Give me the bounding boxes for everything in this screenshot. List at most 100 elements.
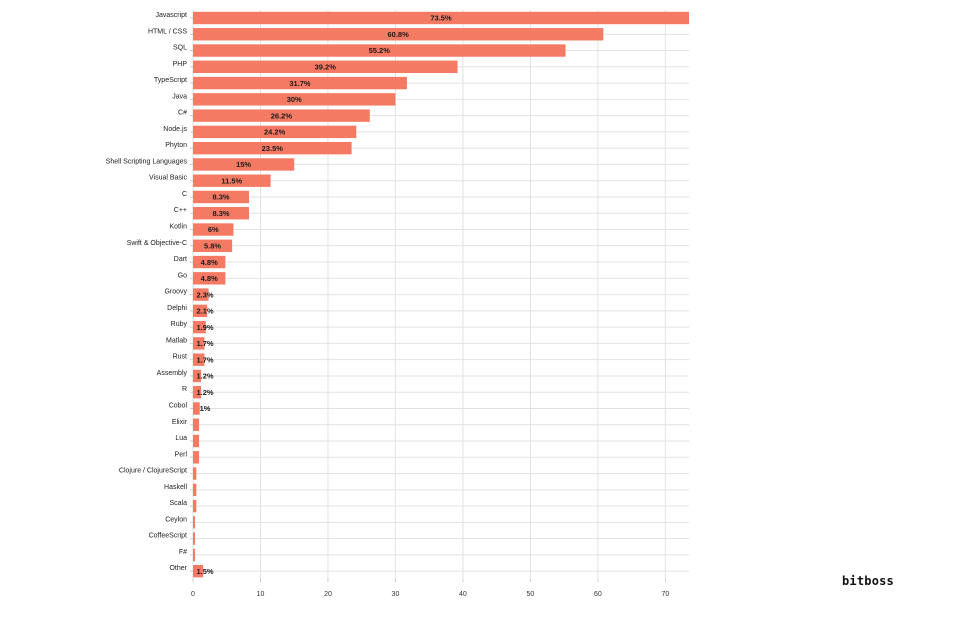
- bar: [193, 451, 200, 464]
- bar: [193, 158, 295, 171]
- data-label: 2.1%: [196, 307, 213, 316]
- data-label: 24.2%: [264, 128, 286, 137]
- data-label: 2.3%: [196, 290, 213, 299]
- category-label: Kotlin: [169, 224, 187, 231]
- data-label: 26.2%: [271, 111, 293, 120]
- category-label: Swift & Objective-C: [127, 240, 187, 247]
- data-label: 8.3%: [212, 209, 229, 218]
- x-tick-label: 60: [594, 591, 602, 598]
- category-label: Clojure / ClojureScript: [119, 468, 187, 475]
- x-axis-ticks: 0 10 20 30 40 50 60 70: [190, 17, 669, 598]
- data-label: 15%: [236, 160, 251, 169]
- bar: [193, 190, 250, 204]
- category-label: Phyton: [165, 142, 187, 149]
- category-label: Rust: [173, 354, 187, 361]
- bar: [193, 369, 202, 383]
- bar: [193, 28, 604, 41]
- category-labels: Javascript HTML / CSS SQL PHP TypeScript Java…: [106, 12, 188, 572]
- bar: [193, 11, 689, 25]
- x-tick-label: 40: [459, 591, 467, 598]
- category-label: C: [182, 191, 187, 198]
- data-label: 1.7%: [196, 339, 213, 348]
- bar: [193, 76, 407, 90]
- category-label: Scala: [169, 500, 187, 507]
- category-label: Visual Basic: [149, 175, 188, 182]
- data-label: 1.2%: [196, 388, 213, 397]
- category-label: Ceylon: [165, 516, 187, 523]
- x-tick-label: 0: [191, 591, 195, 598]
- bar: [193, 548, 196, 562]
- data-label: 4.8%: [201, 258, 218, 267]
- category-label: CoffeeScript: [149, 533, 187, 540]
- bar: [193, 516, 196, 529]
- data-label: 1.7%: [196, 355, 213, 364]
- category-label: Assembly: [157, 370, 188, 377]
- category-label: Dart: [174, 256, 187, 263]
- category-label: Java: [172, 93, 187, 100]
- x-tick-label: 10: [257, 591, 265, 598]
- category-label: R: [182, 386, 187, 393]
- bars: [193, 11, 689, 578]
- data-label: 1%: [200, 404, 211, 413]
- bar: [193, 223, 234, 236]
- data-label: 23.5%: [262, 144, 284, 153]
- bar: [193, 483, 197, 497]
- data-label: 4.8%: [201, 274, 218, 283]
- category-label: Shell Scripting Languages: [106, 158, 188, 165]
- x-tick-label: 30: [392, 591, 400, 598]
- data-label: 8.3%: [212, 193, 229, 202]
- data-label: 30%: [287, 95, 302, 104]
- bar: [193, 353, 205, 366]
- category-label: Node.js: [163, 126, 187, 133]
- bar: [193, 255, 226, 269]
- bar: [193, 141, 352, 155]
- category-label: Groovy: [164, 289, 187, 296]
- bar: [193, 272, 226, 285]
- bar: [193, 93, 396, 106]
- category-label: C#: [178, 110, 187, 117]
- category-label: Other: [169, 565, 187, 572]
- category-label: F#: [179, 549, 187, 556]
- category-label: Javascript: [155, 12, 187, 19]
- data-label: 1.2%: [196, 372, 213, 381]
- data-label: 1.5%: [196, 567, 213, 576]
- bar: [193, 109, 370, 122]
- category-label: Delphi: [167, 305, 187, 312]
- data-labels: 73.5% 60.8% 55.2% 39.2% 31.7% 30% 26.2% 24.2% 23…: [196, 14, 452, 576]
- category-label: Elixir: [172, 419, 188, 426]
- data-label: 31.7%: [289, 79, 311, 88]
- bar: [193, 499, 197, 513]
- bar: [193, 337, 205, 350]
- bar: [193, 532, 196, 545]
- bar: [193, 44, 566, 57]
- category-label: SQL: [173, 45, 187, 52]
- bar: [193, 386, 202, 399]
- category-label: Ruby: [171, 321, 188, 328]
- category-label: Cobol: [169, 402, 188, 409]
- category-label: Matlab: [166, 337, 187, 344]
- bar: [193, 125, 357, 139]
- bar: [193, 288, 209, 301]
- bar: [193, 434, 200, 448]
- data-label: 5.8%: [204, 241, 221, 250]
- bar: [193, 207, 250, 220]
- x-tick-label: 50: [527, 591, 535, 598]
- data-label: 39.2%: [315, 63, 337, 72]
- x-tick-label: 70: [661, 591, 669, 598]
- data-label: 6%: [208, 225, 219, 234]
- category-label: Perl: [175, 451, 188, 458]
- bar: [193, 418, 200, 431]
- data-label: 73.5%: [430, 14, 452, 23]
- bar: [193, 304, 208, 318]
- category-label: Haskell: [164, 484, 187, 491]
- bar: [193, 467, 197, 480]
- bar: [193, 402, 200, 415]
- category-label: Go: [178, 272, 187, 279]
- bar: [193, 320, 206, 334]
- data-label: 55.2%: [369, 46, 391, 55]
- x-tick-label: 20: [324, 591, 332, 598]
- category-label: TypeScript: [154, 77, 187, 84]
- data-label: 11.5%: [221, 176, 242, 185]
- category-label: Lua: [175, 435, 187, 442]
